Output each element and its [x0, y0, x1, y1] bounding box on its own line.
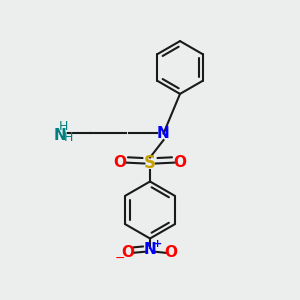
- Text: N: N: [157, 126, 170, 141]
- Text: O: O: [121, 245, 134, 260]
- Text: N: N: [144, 242, 156, 256]
- Text: H: H: [63, 130, 73, 144]
- Text: O: O: [173, 155, 187, 170]
- Text: S: S: [144, 154, 156, 172]
- Text: O: O: [113, 155, 127, 170]
- Text: −: −: [115, 252, 125, 265]
- Text: N: N: [54, 128, 66, 142]
- Text: +: +: [153, 239, 162, 249]
- Text: H: H: [58, 120, 68, 134]
- Text: O: O: [164, 245, 178, 260]
